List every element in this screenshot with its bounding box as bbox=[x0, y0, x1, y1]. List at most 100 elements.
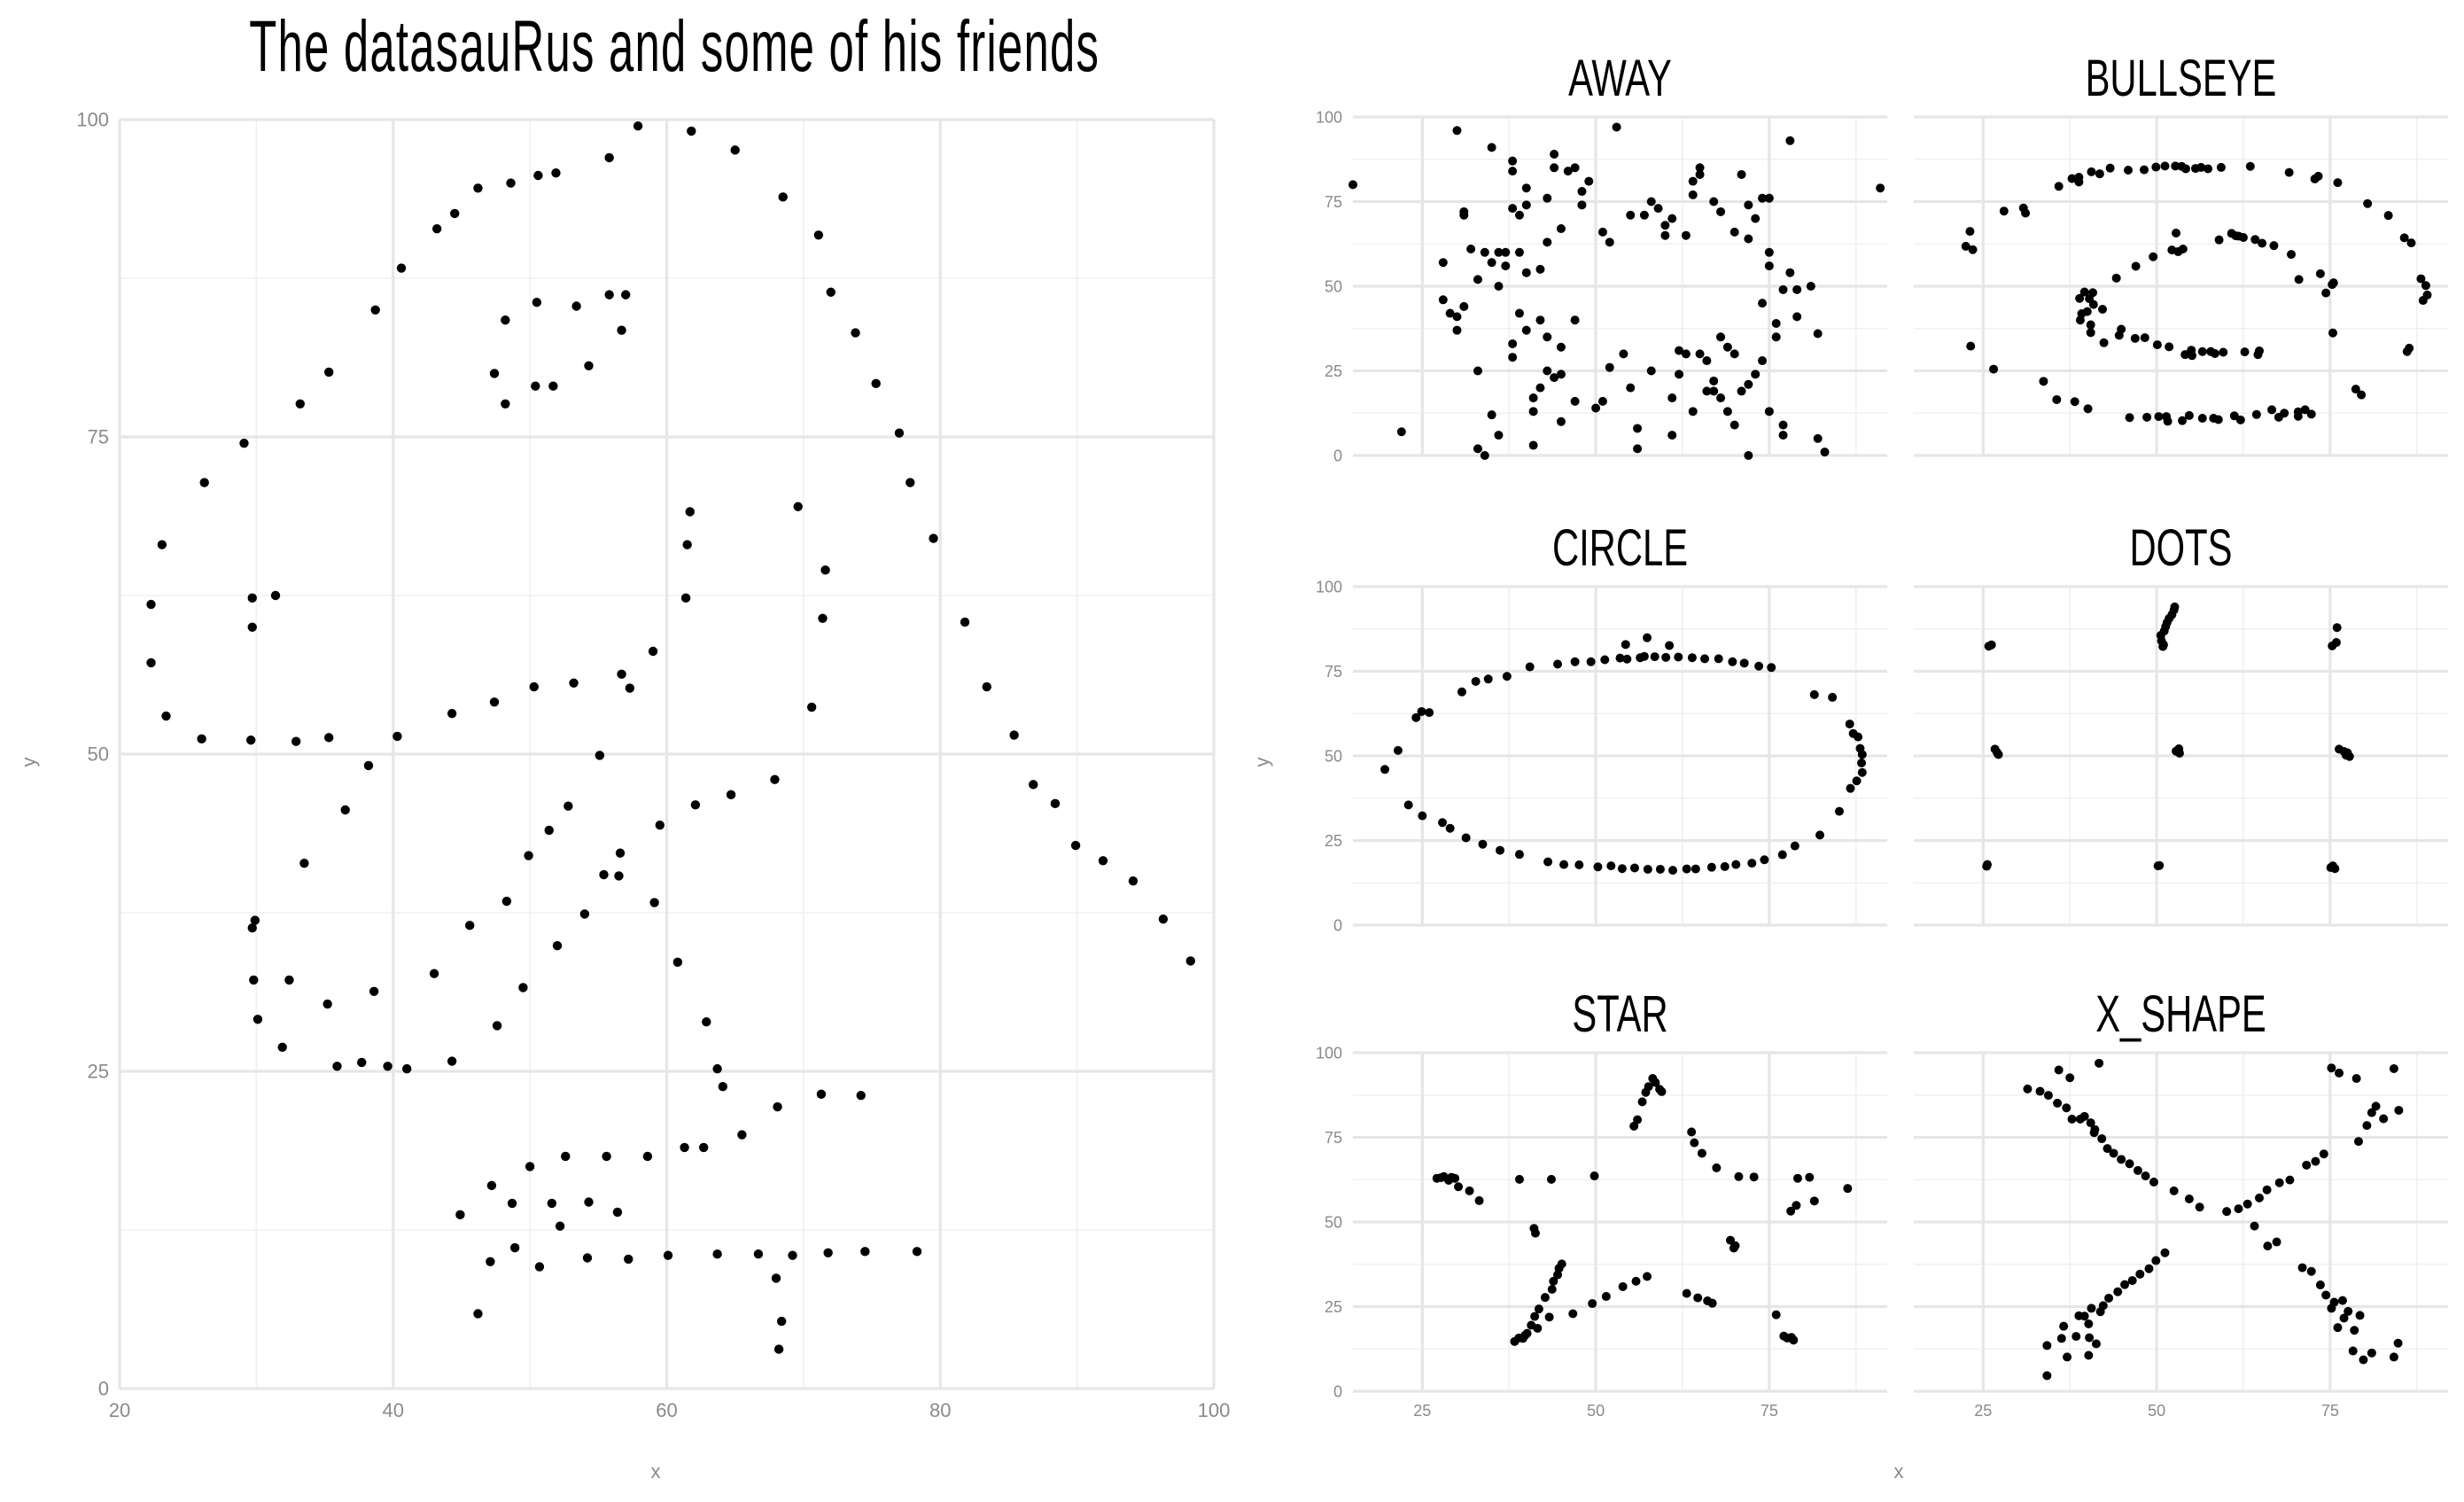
data-point bbox=[1728, 657, 1737, 666]
data-point bbox=[1403, 800, 1413, 810]
data-point bbox=[871, 378, 881, 389]
data-point bbox=[1737, 386, 1746, 396]
data-point bbox=[1570, 315, 1580, 325]
data-point bbox=[1806, 282, 1815, 291]
data-point bbox=[1749, 1172, 1759, 1182]
x-tick-label: 60 bbox=[656, 1399, 677, 1421]
data-point bbox=[851, 328, 860, 338]
data-point bbox=[396, 263, 407, 273]
data-point bbox=[1695, 169, 1705, 179]
data-point bbox=[2123, 165, 2133, 175]
data-point bbox=[2071, 1332, 2081, 1342]
data-point bbox=[1626, 383, 1636, 393]
data-point bbox=[2171, 161, 2180, 171]
data-point bbox=[1729, 349, 1739, 359]
data-point bbox=[2362, 1121, 2372, 1131]
data-point bbox=[1417, 706, 1426, 716]
data-point bbox=[1590, 1171, 1599, 1181]
data-point bbox=[1722, 342, 1732, 352]
y-tick-label: 25 bbox=[1325, 362, 1342, 380]
data-point bbox=[1612, 122, 1621, 132]
data-point bbox=[1682, 864, 1691, 874]
y-axis-title: y bbox=[18, 758, 40, 767]
data-point bbox=[1438, 295, 1448, 305]
data-point bbox=[1707, 1298, 1717, 1308]
data-point bbox=[2229, 411, 2239, 421]
data-point bbox=[2149, 252, 2158, 261]
data-point bbox=[1452, 325, 1462, 335]
data-point bbox=[2311, 1156, 2320, 1166]
data-point bbox=[595, 751, 605, 760]
data-point bbox=[370, 305, 380, 315]
data-point bbox=[2160, 161, 2170, 171]
data-point bbox=[1771, 1310, 1781, 1319]
data-point bbox=[1989, 364, 1999, 374]
data-point bbox=[1029, 780, 1038, 790]
data-point bbox=[1593, 862, 1603, 872]
data-point bbox=[2085, 1333, 2095, 1342]
data-point bbox=[894, 428, 905, 438]
data-point bbox=[2160, 1248, 2170, 1257]
data-point bbox=[1550, 373, 1559, 383]
data-point bbox=[1968, 245, 1978, 254]
data-point bbox=[2272, 1237, 2281, 1247]
data-point bbox=[518, 983, 528, 992]
data-point bbox=[533, 170, 543, 181]
data-point bbox=[1834, 806, 1844, 816]
data-point bbox=[2294, 275, 2304, 284]
data-point bbox=[1994, 750, 2003, 759]
panel-bullseye: BULLSEYE bbox=[1914, 49, 2448, 457]
data-point bbox=[2269, 241, 2279, 251]
data-point bbox=[2406, 238, 2416, 248]
data-point bbox=[2178, 416, 2188, 425]
data-point bbox=[1633, 424, 1643, 433]
data-point bbox=[1591, 403, 1601, 413]
data-point bbox=[1597, 396, 1607, 406]
data-point bbox=[1619, 349, 1628, 359]
data-point bbox=[2086, 320, 2095, 330]
data-point bbox=[2379, 1114, 2389, 1124]
data-point bbox=[569, 678, 579, 689]
data-point bbox=[2335, 1068, 2344, 1078]
data-point bbox=[1128, 876, 1139, 886]
data-point bbox=[2158, 640, 2168, 650]
data-point bbox=[2125, 413, 2134, 423]
data-point bbox=[1514, 247, 1524, 257]
data-point bbox=[685, 507, 695, 517]
data-point bbox=[1852, 776, 1862, 786]
data-point bbox=[2235, 415, 2245, 424]
data-point bbox=[1473, 444, 1482, 454]
data-point bbox=[1588, 1299, 1597, 1309]
data-point bbox=[2140, 333, 2149, 343]
data-point bbox=[2350, 1326, 2359, 1335]
data-point bbox=[687, 126, 696, 136]
data-point bbox=[1702, 386, 1712, 396]
data-point bbox=[1751, 214, 1761, 223]
data-point bbox=[1709, 376, 1719, 385]
data-point bbox=[1349, 180, 1357, 190]
data-point bbox=[2367, 1348, 2376, 1358]
data-point bbox=[1474, 1195, 1484, 1205]
data-point bbox=[771, 1273, 781, 1283]
data-point bbox=[1695, 349, 1705, 359]
data-point bbox=[473, 1309, 483, 1319]
data-point bbox=[2054, 1065, 2064, 1075]
x-tick-label: 25 bbox=[1974, 1402, 1992, 1420]
data-point bbox=[1570, 163, 1580, 173]
data-point bbox=[2054, 182, 2064, 191]
data-point bbox=[1744, 451, 1753, 460]
data-point bbox=[1986, 640, 1996, 650]
data-point bbox=[1452, 126, 1462, 136]
data-point bbox=[2333, 178, 2343, 188]
data-point bbox=[604, 152, 614, 163]
data-point bbox=[2267, 405, 2277, 415]
y-tick-label: 50 bbox=[1325, 747, 1342, 765]
data-point bbox=[2389, 1352, 2398, 1362]
data-point bbox=[561, 1151, 571, 1162]
data-point bbox=[1660, 230, 1670, 240]
x-tick-label: 50 bbox=[1587, 1402, 1605, 1420]
data-point bbox=[1700, 654, 1710, 664]
data-point bbox=[1758, 299, 1768, 308]
data-point bbox=[1535, 264, 1545, 274]
data-point bbox=[1584, 176, 1594, 186]
